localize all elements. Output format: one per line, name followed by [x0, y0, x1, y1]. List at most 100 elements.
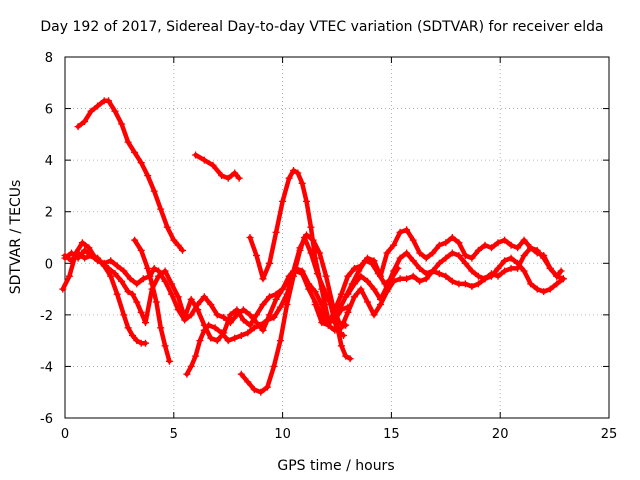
- data-point: [468, 267, 476, 275]
- data-point: [161, 342, 169, 350]
- data-point: [74, 254, 82, 262]
- data-point: [468, 254, 476, 262]
- data-point: [403, 249, 411, 257]
- data-point: [507, 241, 515, 249]
- data-point: [390, 241, 398, 249]
- data-point: [170, 236, 178, 244]
- data-point: [350, 264, 358, 272]
- data-point: [307, 249, 315, 257]
- data-point: [246, 234, 254, 241]
- data-point: [305, 285, 313, 293]
- data-point: [324, 321, 332, 329]
- data-point: [533, 249, 541, 257]
- data-point: [250, 386, 258, 394]
- data-point: [220, 313, 228, 321]
- data-point: [263, 383, 271, 391]
- data-point: [318, 301, 326, 308]
- data-point: [246, 321, 254, 329]
- series-arc-12: [329, 257, 402, 324]
- series-arc-7: [61, 246, 149, 347]
- data-point: [133, 337, 141, 345]
- data-point: [152, 298, 160, 306]
- data-point: [105, 97, 112, 105]
- data-point: [126, 275, 134, 283]
- data-point: [266, 259, 273, 267]
- data-point: [257, 321, 265, 329]
- data-point: [448, 234, 456, 241]
- data-point: [253, 311, 260, 319]
- y-tick-label: -2: [40, 309, 53, 324]
- data-point: [68, 257, 75, 265]
- data-point: [74, 123, 82, 131]
- series-arc-8: [131, 236, 173, 365]
- data-point: [187, 311, 195, 319]
- series-arc-11: [344, 249, 567, 303]
- data-point: [501, 257, 509, 265]
- data-point: [435, 270, 443, 278]
- data-point: [194, 301, 202, 308]
- data-point: [68, 249, 75, 257]
- data-point: [209, 161, 217, 169]
- data-point: [311, 301, 319, 308]
- y-tick-label: 6: [45, 103, 53, 118]
- data-point: [320, 285, 328, 293]
- data-point: [488, 244, 495, 252]
- data-point: [416, 249, 424, 257]
- data-point: [442, 239, 450, 247]
- data-point: [342, 293, 350, 301]
- data-point: [383, 249, 391, 257]
- data-point: [218, 172, 226, 180]
- data-point: [364, 298, 371, 306]
- data-point: [276, 337, 284, 345]
- data-point: [226, 319, 234, 327]
- data-point: [364, 277, 371, 285]
- data-point: [279, 285, 287, 293]
- data-point: [174, 293, 182, 301]
- data-point: [344, 272, 352, 280]
- data-point: [259, 275, 267, 283]
- data-point: [150, 264, 158, 272]
- data-point: [455, 252, 463, 259]
- y-tick-label: 2: [45, 206, 53, 221]
- x-tick-label: 0: [61, 427, 69, 442]
- data-point: [396, 228, 404, 236]
- data-point: [81, 118, 89, 125]
- data-point: [131, 236, 139, 244]
- data-point: [207, 301, 215, 308]
- data-point: [342, 352, 350, 360]
- series-arc-10: [311, 226, 565, 329]
- data-point: [133, 280, 141, 288]
- data-point: [387, 275, 395, 283]
- data-point: [283, 301, 291, 308]
- data-point: [94, 102, 102, 110]
- data-point: [283, 290, 291, 298]
- data-point: [527, 280, 535, 288]
- data-point: [368, 259, 376, 267]
- data-point: [494, 239, 502, 247]
- data-point: [124, 324, 132, 332]
- data-point: [346, 355, 354, 363]
- data-point: [244, 378, 252, 386]
- data-point: [350, 293, 358, 301]
- data-point: [118, 120, 126, 128]
- grid: [65, 57, 609, 418]
- data-point: [200, 326, 208, 334]
- data-point: [150, 187, 158, 195]
- y-tick-label: 4: [45, 154, 53, 169]
- data-point: [107, 257, 115, 265]
- data-point: [474, 280, 482, 288]
- data-point: [85, 244, 93, 252]
- y-axis-title: SDTVAR / TECUs: [8, 180, 24, 295]
- data-point: [429, 267, 437, 275]
- data-point: [394, 264, 402, 272]
- data-point: [290, 167, 297, 174]
- data-point: [409, 272, 417, 280]
- data-point: [207, 334, 215, 342]
- data-point: [65, 272, 73, 280]
- data-point: [303, 197, 310, 205]
- y-tick-label: 8: [45, 51, 53, 66]
- data-point: [78, 239, 86, 247]
- data-point: [118, 277, 126, 285]
- data-point: [520, 252, 528, 259]
